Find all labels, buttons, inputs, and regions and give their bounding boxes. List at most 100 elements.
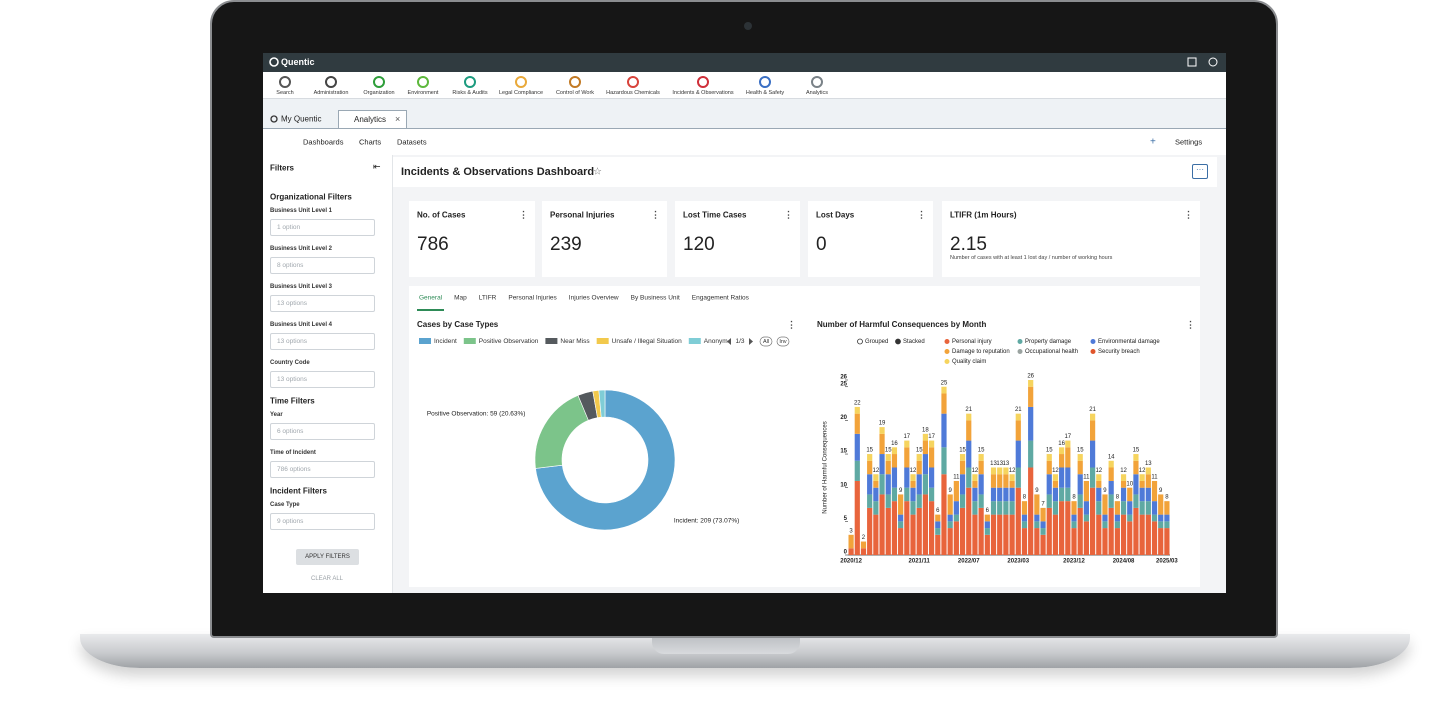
chart-tab[interactable]: LTIFR <box>478 294 497 302</box>
clear-button[interactable]: CLEAR ALL <box>310 576 344 582</box>
filter-select[interactable]: 13 options <box>270 295 375 312</box>
bar-segment <box>1021 501 1028 515</box>
nav-item[interactable]: Hazardous Chemicals <box>606 90 660 96</box>
chart-tab-active[interactable]: General <box>419 294 443 302</box>
kpi-menu[interactable]: ⋮ <box>651 209 660 220</box>
bar-segment <box>1065 487 1071 502</box>
bar-segment <box>879 433 885 455</box>
bar-segment <box>1120 501 1127 515</box>
legend-toggle: Inv <box>779 339 787 345</box>
sub-nav-item[interactable]: Dashboards <box>303 137 344 147</box>
bar-segment <box>1102 514 1108 522</box>
more-button[interactable]: ··· <box>1192 164 1208 179</box>
bar-segment <box>910 514 916 555</box>
legend-label: Positive Observation <box>479 338 539 345</box>
filter-label: Country Code <box>270 360 310 366</box>
bar-segment <box>891 467 898 488</box>
bar-segment <box>990 487 997 502</box>
bar-segment <box>1108 480 1114 495</box>
sub-nav-item[interactable]: Charts <box>359 137 382 147</box>
bar-segment <box>1096 487 1102 502</box>
bar-segment <box>1145 514 1151 555</box>
bar-segment <box>1139 480 1145 488</box>
filter-select[interactable]: 1 option <box>270 219 375 236</box>
bar-segment <box>860 541 867 549</box>
bar-segment <box>1108 460 1114 468</box>
total-label: 9 <box>1103 488 1107 494</box>
bar-segment <box>953 514 959 522</box>
nav-item[interactable]: Risks & Audits <box>452 90 488 96</box>
total-label: 11 <box>1151 475 1158 481</box>
chart-tab[interactable]: Personal Injuries <box>508 294 557 302</box>
bar-segment <box>922 440 929 455</box>
kpi-menu[interactable]: ⋮ <box>1184 209 1193 220</box>
apply-button[interactable]: APPLY FILTERS <box>296 549 359 565</box>
total-label: 15 <box>866 448 873 454</box>
bar-segment <box>984 534 990 555</box>
nav-item[interactable]: Health & Safety <box>745 90 785 96</box>
bar-segment <box>1040 521 1046 529</box>
nav-item[interactable]: Control of Work <box>555 90 595 96</box>
tab-active[interactable]: Analytics <box>338 110 407 128</box>
legend-label: Near Miss <box>560 338 590 345</box>
bar-segment <box>1059 447 1065 455</box>
bar-segment <box>984 521 990 529</box>
bar-segment <box>1108 507 1114 555</box>
settings[interactable]: Settings <box>1175 137 1203 147</box>
kpi-value: 120 <box>683 234 715 255</box>
bar-segment <box>922 433 929 441</box>
nav-item[interactable]: Search <box>276 90 294 96</box>
chart-tab[interactable]: By Business Unit <box>630 294 680 302</box>
kpi-title: Lost Time Cases <box>683 210 747 220</box>
total-label: 9 <box>1159 488 1163 494</box>
chart-tab[interactable]: Map <box>454 294 467 302</box>
sub-nav-item[interactable]: Datasets <box>397 137 427 147</box>
bar-segment <box>1158 494 1164 515</box>
tab[interactable]: My Quentic <box>281 114 322 124</box>
nav-item[interactable]: Organization <box>363 90 395 96</box>
collapse[interactable]: ⇤ <box>373 161 381 172</box>
bar-segment <box>916 507 922 555</box>
bar-segment <box>1108 467 1114 481</box>
chart-menu: ⋮ <box>1186 319 1195 329</box>
add-button[interactable]: + <box>1150 136 1156 148</box>
bar-segment <box>1065 501 1071 555</box>
bar-segment <box>1127 487 1133 502</box>
filter-select[interactable]: 13 options <box>270 371 375 388</box>
nav-item[interactable]: Incidents & Observations <box>672 90 734 96</box>
nav-item[interactable]: Administration <box>313 90 349 96</box>
bar-segment <box>904 501 910 555</box>
nav-item[interactable]: Legal Compliance <box>498 90 544 96</box>
bar-segment <box>1158 514 1164 522</box>
bar-segment <box>997 487 1003 502</box>
bar-segment <box>928 447 935 468</box>
filter-select[interactable]: 13 options <box>270 333 375 350</box>
chart-tab[interactable]: Injuries Overview <box>568 294 619 302</box>
chart-tab[interactable]: Engagement Ratios <box>691 294 749 302</box>
bar-segment <box>860 548 867 555</box>
kpi-menu[interactable]: ⋮ <box>784 209 793 220</box>
filter-select[interactable]: 8 options <box>270 257 375 274</box>
bar-segment <box>966 420 972 441</box>
bar-segment <box>947 514 953 522</box>
filter-select[interactable]: 786 options <box>270 461 375 478</box>
mode-label: Stacked <box>903 339 925 345</box>
favorite[interactable]: ☆ <box>593 166 602 178</box>
tab-close[interactable]: × <box>395 114 401 124</box>
kpi-value: 0 <box>816 234 827 255</box>
bar-segment <box>990 501 997 515</box>
filter-select[interactable]: 9 options <box>270 513 375 530</box>
bar-segment <box>885 474 891 495</box>
bar-segment <box>1139 487 1145 502</box>
nav-item[interactable]: Analytics <box>805 90 829 96</box>
kpi-menu[interactable]: ⋮ <box>917 209 926 220</box>
nav-item[interactable]: Environment <box>407 90 439 96</box>
total-label: 12 <box>910 468 917 474</box>
kpi-menu[interactable]: ⋮ <box>519 209 528 220</box>
bar-segment <box>1089 487 1096 555</box>
bar-segment <box>1096 514 1102 555</box>
bar-segment <box>1102 521 1108 529</box>
total-label: 12 <box>1139 468 1146 474</box>
filter-select[interactable]: 6 options <box>270 423 375 440</box>
bar-segment <box>1133 507 1139 555</box>
